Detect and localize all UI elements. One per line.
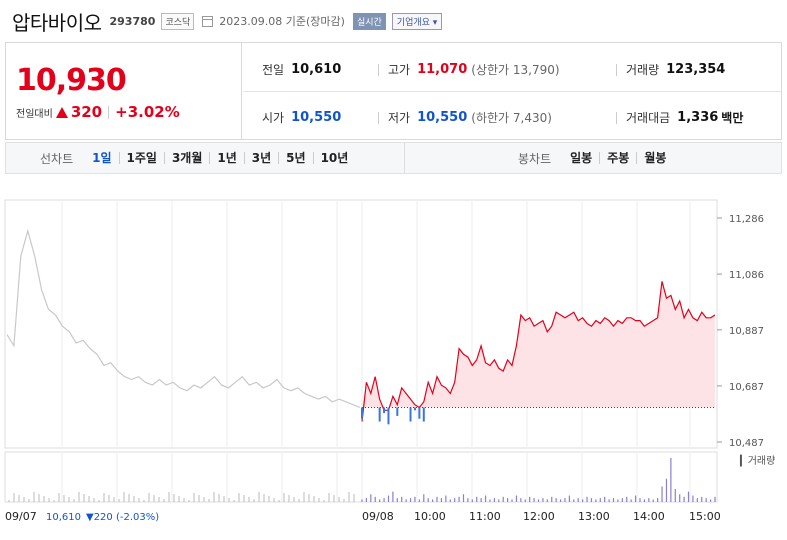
tab-1d[interactable]: 1일 xyxy=(92,151,112,165)
row-divider xyxy=(243,91,781,92)
y-tick-label: 11,286 xyxy=(729,214,764,225)
x-tick-label: 11:00 xyxy=(469,510,501,523)
volume-label: 거래량 xyxy=(626,63,660,77)
tab-weekly[interactable]: 주봉 xyxy=(599,152,636,164)
change-percent: +3.02% xyxy=(115,103,180,121)
realtime-button[interactable]: 실시간 xyxy=(352,12,386,30)
market-badge: 코스닥 xyxy=(161,12,195,30)
col-divider xyxy=(378,112,379,124)
x-tick-label: 09/07 xyxy=(5,510,37,523)
prev-close-value: 10,610 xyxy=(291,62,342,77)
prev-close-label: 전일 xyxy=(262,63,285,77)
x-tick-label: 13:00 xyxy=(578,510,610,523)
y-tick-label: 11,086 xyxy=(729,270,764,281)
x-tick-label: 09/08 xyxy=(362,510,394,523)
x-tick-label: 10:00 xyxy=(414,510,446,523)
tab-1y[interactable]: 1년 xyxy=(209,152,243,164)
x-tick-label: 14:00 xyxy=(633,510,665,523)
quote-box: 10,930 전일대비 320 +3.02% 전일 10,610 고가 11,0… xyxy=(5,42,782,140)
lower-limit: (하한가 7,430) xyxy=(471,111,552,125)
col-divider xyxy=(616,64,617,76)
amount-unit: 백만 xyxy=(721,111,744,125)
y-tick-label: 10,887 xyxy=(729,326,764,337)
current-price: 10,930 xyxy=(16,63,127,98)
high-value: 11,070 xyxy=(417,62,468,77)
open-label: 시가 xyxy=(262,111,285,125)
low-label: 저가 xyxy=(388,111,411,125)
chart-frame xyxy=(4,199,718,449)
amount: 거래대금 1,336 백만 xyxy=(626,109,743,126)
title-bar: 압타바이오 293780 코스닥 2023.09.08 기준(장마감) 실시간 … xyxy=(12,6,443,36)
line-chart-label: 선차트 xyxy=(40,151,74,166)
col-divider xyxy=(616,112,617,124)
company-overview-button[interactable]: 기업개요 ▾ xyxy=(391,12,443,30)
tab-divider xyxy=(404,143,405,173)
change-divider xyxy=(108,105,110,119)
open-value: 10,550 xyxy=(291,110,342,125)
stock-name: 압타바이오 xyxy=(12,10,102,35)
col-divider xyxy=(378,64,379,76)
high: 고가 11,070 (상한가 13,790) xyxy=(388,61,560,78)
change-label: 전일대비 xyxy=(16,108,53,120)
date-basis: 2023.09.08 기준(장마감) xyxy=(219,15,345,28)
tab-monthly[interactable]: 월봉 xyxy=(636,152,673,164)
amount-label: 거래대금 xyxy=(626,111,671,125)
today-line xyxy=(361,281,716,422)
upper-limit: (상한가 13,790) xyxy=(471,63,560,77)
x-tick-label: 15:00 xyxy=(689,510,721,523)
today-area xyxy=(362,281,715,408)
prev-day-line xyxy=(6,228,361,409)
tab-1w[interactable]: 1주일 xyxy=(118,152,164,164)
change-value: 320 xyxy=(70,103,103,121)
open: 시가 10,550 xyxy=(262,109,341,126)
line-chart-tabs: 선차트 1일 1주일 3개월 1년 3년 5년 10년 xyxy=(40,143,355,173)
calendar-icon xyxy=(202,15,214,27)
prev-close: 전일 10,610 xyxy=(262,61,341,78)
low: 저가 10,550 (하한가 7,430) xyxy=(388,109,552,126)
price-cell: 10,930 전일대비 320 +3.02% xyxy=(6,43,242,139)
y-tick-label: 10,487 xyxy=(729,438,764,449)
amount-value: 1,336 xyxy=(677,110,719,125)
change-row: 전일대비 320 +3.02% xyxy=(16,103,180,121)
tab-3m[interactable]: 3개월 xyxy=(163,152,209,164)
volume-legend: ▎거래량 xyxy=(739,454,775,467)
x-tick-label: 12:00 xyxy=(523,510,555,523)
prev-close-footer: 10,610 xyxy=(46,512,81,523)
chart-tab-bar: 선차트 1일 1주일 3개월 1년 3년 5년 10년 봉차트 일봉 주봉 월봉 xyxy=(5,142,782,174)
candle-chart-tabs: 봉차트 일봉 주봉 월봉 xyxy=(518,143,673,173)
tab-daily[interactable]: 일봉 xyxy=(570,151,593,165)
tab-10y[interactable]: 10년 xyxy=(312,152,356,164)
tab-5y[interactable]: 5년 xyxy=(278,152,312,164)
y-tick-label: 10,687 xyxy=(729,382,764,393)
high-label: 고가 xyxy=(388,63,411,77)
candle-chart-label: 봉차트 xyxy=(518,151,552,166)
stock-code: 293780 xyxy=(109,14,156,28)
volume-value: 123,354 xyxy=(666,62,726,77)
volume: 거래량 123,354 xyxy=(626,61,725,78)
up-triangle-icon xyxy=(55,106,68,118)
volume-frame xyxy=(4,451,718,503)
prev-change-footer: ▼220 (-2.03%) xyxy=(86,512,159,523)
price-chart: 11,286 11,086 10,887 10,687 10,487 ▎거래량 09/07 0… xyxy=(4,199,775,523)
low-value: 10,550 xyxy=(417,110,468,125)
tab-3y[interactable]: 3년 xyxy=(243,152,278,164)
